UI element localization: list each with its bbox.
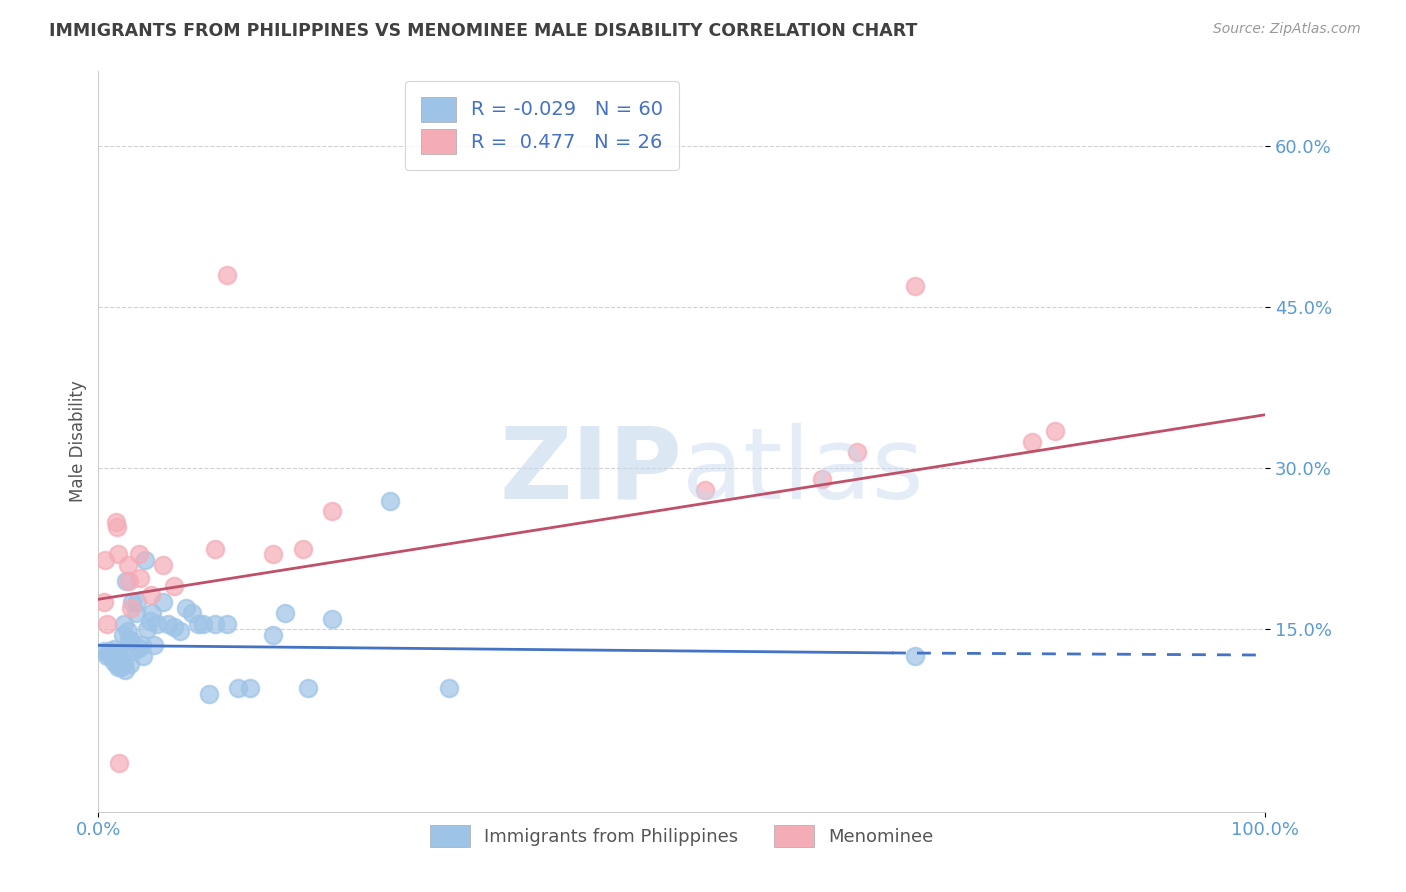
Point xyxy=(239,681,262,696)
Point xyxy=(111,628,134,642)
Point xyxy=(204,541,226,556)
Point xyxy=(139,614,162,628)
Point xyxy=(157,616,180,631)
Point xyxy=(105,657,128,671)
Point xyxy=(104,515,127,529)
Point xyxy=(97,646,120,660)
Point xyxy=(163,620,186,634)
Point xyxy=(152,595,174,609)
Point xyxy=(180,606,202,620)
Point xyxy=(321,611,343,625)
Point xyxy=(380,493,402,508)
Point xyxy=(1021,434,1043,449)
Point xyxy=(169,624,191,639)
Point xyxy=(93,595,115,609)
Point xyxy=(111,644,134,658)
Point xyxy=(139,588,162,602)
Point xyxy=(1045,424,1067,438)
Point xyxy=(132,649,155,664)
Point xyxy=(904,279,927,293)
Point xyxy=(117,624,139,639)
Point xyxy=(129,571,152,585)
Point xyxy=(105,520,128,534)
Point xyxy=(811,472,834,486)
Point xyxy=(121,595,143,609)
Text: atlas: atlas xyxy=(682,423,924,520)
Point xyxy=(108,655,131,669)
Text: ZIP: ZIP xyxy=(499,423,682,520)
Point xyxy=(112,616,135,631)
Point xyxy=(141,606,163,620)
Point xyxy=(321,504,343,518)
Point xyxy=(695,483,717,497)
Point xyxy=(93,644,115,658)
Point xyxy=(107,547,129,561)
Point xyxy=(146,616,169,631)
Point xyxy=(118,657,141,671)
Point xyxy=(96,616,118,631)
Point xyxy=(103,655,125,669)
Text: IMMIGRANTS FROM PHILIPPINES VS MENOMINEE MALE DISABILITY CORRELATION CHART: IMMIGRANTS FROM PHILIPPINES VS MENOMINEE… xyxy=(49,22,918,40)
Point xyxy=(437,681,460,696)
Point xyxy=(104,649,127,664)
Point xyxy=(118,633,141,648)
Point xyxy=(108,649,131,664)
Point xyxy=(101,646,124,660)
Point xyxy=(100,649,122,664)
Point xyxy=(163,579,186,593)
Point xyxy=(174,600,197,615)
Point xyxy=(125,606,148,620)
Point xyxy=(120,633,142,648)
Point xyxy=(904,649,927,664)
Point xyxy=(104,652,127,666)
Point xyxy=(122,644,145,658)
Point xyxy=(118,574,141,588)
Point xyxy=(114,663,136,677)
Point xyxy=(125,595,148,609)
Point xyxy=(96,649,118,664)
Point xyxy=(198,687,221,701)
Point xyxy=(128,547,150,561)
Text: Source: ZipAtlas.com: Source: ZipAtlas.com xyxy=(1213,22,1361,37)
Legend: Immigrants from Philippines, Menominee: Immigrants from Philippines, Menominee xyxy=(423,818,941,855)
Point xyxy=(228,681,250,696)
Y-axis label: Male Disability: Male Disability xyxy=(69,381,87,502)
Point xyxy=(131,639,153,653)
Point xyxy=(215,616,238,631)
Point xyxy=(297,681,319,696)
Point xyxy=(104,646,127,660)
Point xyxy=(117,558,139,572)
Point xyxy=(187,616,209,631)
Point xyxy=(143,639,166,653)
Point xyxy=(98,644,121,658)
Point xyxy=(204,616,226,631)
Point xyxy=(120,600,142,615)
Point xyxy=(136,623,159,637)
Point xyxy=(97,647,120,661)
Point xyxy=(134,552,156,566)
Point xyxy=(262,628,284,642)
Point xyxy=(215,268,238,283)
Point xyxy=(152,558,174,572)
Point xyxy=(846,445,869,459)
Point xyxy=(128,640,150,655)
Point xyxy=(115,574,138,588)
Point xyxy=(291,541,314,556)
Point xyxy=(108,756,131,771)
Point xyxy=(107,660,129,674)
Point xyxy=(274,606,297,620)
Point xyxy=(94,552,117,566)
Point xyxy=(103,641,125,656)
Point xyxy=(262,547,284,561)
Point xyxy=(193,616,215,631)
Point xyxy=(112,657,135,671)
Point xyxy=(110,660,132,674)
